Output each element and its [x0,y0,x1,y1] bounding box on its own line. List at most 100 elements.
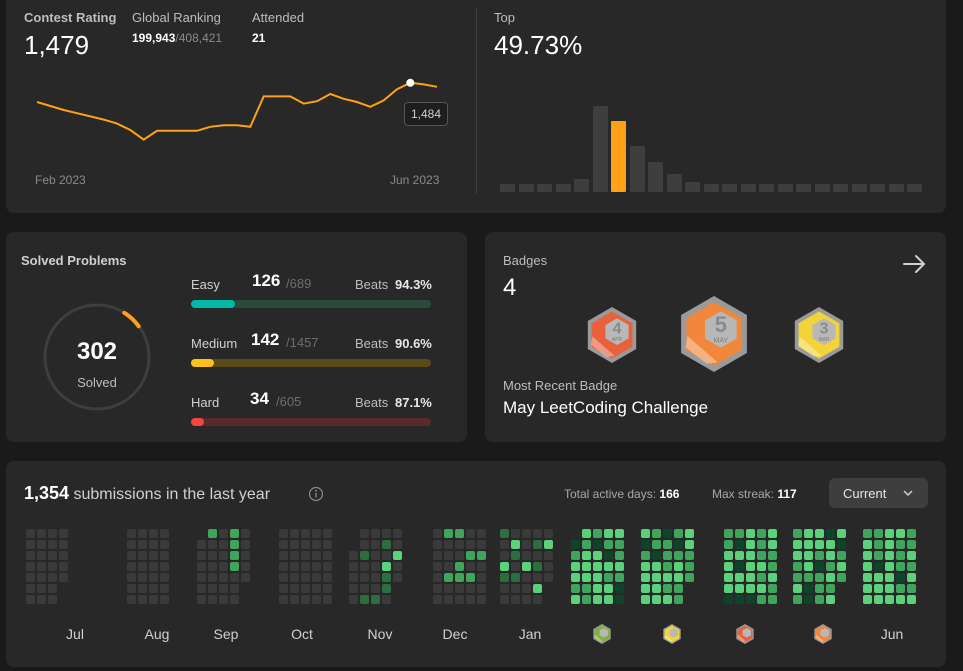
heatmap-cell[interactable] [885,529,894,538]
heatmap-cell[interactable] [301,595,310,604]
heatmap-cell[interactable] [208,540,217,549]
heatmap-cell[interactable] [360,529,369,538]
heatmap-cell[interactable] [149,551,158,560]
heatmap-cell[interactable] [382,562,391,571]
heatmap-cell[interactable] [615,562,624,571]
heatmap-cell[interactable] [208,529,217,538]
heatmap-cell[interactable] [511,584,520,593]
heatmap-cell[interactable] [48,551,57,560]
heatmap-cell[interactable] [500,551,509,560]
heatmap-cell[interactable] [815,595,824,604]
heatmap-cell[interactable] [360,551,369,560]
heatmap-cell[interactable] [466,562,475,571]
heatmap-cell[interactable] [804,584,813,593]
heatmap-cell[interactable] [301,529,310,538]
info-icon[interactable] [308,486,324,502]
heatmap-cell[interactable] [127,573,136,582]
heatmap-cell[interactable] [768,573,777,582]
heatmap-cell[interactable] [301,540,310,549]
heatmap-cell[interactable] [757,540,766,549]
heatmap-cell[interactable] [746,584,755,593]
heatmap-cell[interactable] [360,573,369,582]
ranking-histogram[interactable] [500,92,930,192]
heatmap-cell[interactable] [290,584,299,593]
heatmap-cell[interactable] [37,529,46,538]
heatmap-cell[interactable] [500,529,509,538]
heatmap-cell[interactable] [582,573,591,582]
heatmap-cell[interactable] [323,573,332,582]
heatmap-cell[interactable] [863,562,872,571]
heatmap-cell[interactable] [382,584,391,593]
heatmap-cell[interactable] [349,573,358,582]
heatmap-cell[interactable] [360,540,369,549]
heatmap-cell[interactable] [641,529,650,538]
heatmap-cell[interactable] [59,573,68,582]
heatmap-cell[interactable] [26,562,35,571]
heatmap-cell[interactable] [663,562,672,571]
heatmap-cell[interactable] [724,551,733,560]
heatmap-cell[interactable] [360,562,369,571]
heatmap-cell[interactable] [323,595,332,604]
heatmap-cell[interactable] [444,551,453,560]
rating-line-chart[interactable] [32,70,452,150]
heatmap-cell[interactable] [219,584,228,593]
heatmap-cell[interactable] [826,573,835,582]
heatmap-cell[interactable] [746,562,755,571]
heatmap-cell[interactable] [444,562,453,571]
heatmap-cell[interactable] [290,529,299,538]
heatmap-cell[interactable] [455,562,464,571]
heatmap-cell[interactable] [455,540,464,549]
heatmap-cell[interactable] [907,595,916,604]
heatmap-cell[interactable] [160,562,169,571]
heatmap-cell[interactable] [735,584,744,593]
month-badge-icon[interactable] [659,621,685,647]
heatmap-cell[interactable] [219,529,228,538]
heatmap-cell[interactable] [466,529,475,538]
heatmap-cell[interactable] [652,595,661,604]
heatmap-cell[interactable] [757,562,766,571]
heatmap-cell[interactable] [208,562,217,571]
heatmap-cell[interactable] [615,529,624,538]
heatmap-cell[interactable] [768,529,777,538]
heatmap-cell[interactable] [371,540,380,549]
heatmap-cell[interactable] [582,540,591,549]
heatmap-cell[interactable] [241,551,250,560]
heatmap-cell[interactable] [674,540,683,549]
heatmap-cell[interactable] [907,573,916,582]
heatmap-cell[interactable] [735,551,744,560]
heatmap-cell[interactable] [522,551,531,560]
heatmap-cell[interactable] [290,551,299,560]
heatmap-cell[interactable] [444,529,453,538]
heatmap-cell[interactable] [290,562,299,571]
heatmap-cell[interactable] [59,562,68,571]
heatmap-cell[interactable] [735,595,744,604]
heatmap-cell[interactable] [593,562,602,571]
heatmap-cell[interactable] [312,551,321,560]
heatmap-cell[interactable] [477,551,486,560]
heatmap-cell[interactable] [393,573,402,582]
heatmap-cell[interactable] [641,584,650,593]
heatmap-cell[interactable] [477,562,486,571]
heatmap-cell[interactable] [312,595,321,604]
heatmap-cell[interactable] [455,551,464,560]
heatmap-cell[interactable] [533,540,542,549]
heatmap-cell[interactable] [826,562,835,571]
heatmap-cell[interactable] [604,562,613,571]
heatmap-cell[interactable] [160,584,169,593]
heatmap-cell[interactable] [544,573,553,582]
heatmap-cell[interactable] [641,573,650,582]
heatmap-cell[interactable] [371,551,380,560]
heatmap-cell[interactable] [746,551,755,560]
heatmap-cell[interactable] [301,551,310,560]
heatmap-cell[interactable] [241,540,250,549]
heatmap-cell[interactable] [571,551,580,560]
heatmap-cell[interactable] [522,595,531,604]
heatmap-cell[interactable] [323,551,332,560]
heatmap-cell[interactable] [874,540,883,549]
heatmap-cell[interactable] [59,529,68,538]
heatmap-cell[interactable] [127,595,136,604]
heatmap-cell[interactable] [641,595,650,604]
heatmap-cell[interactable] [37,562,46,571]
heatmap-cell[interactable] [544,562,553,571]
